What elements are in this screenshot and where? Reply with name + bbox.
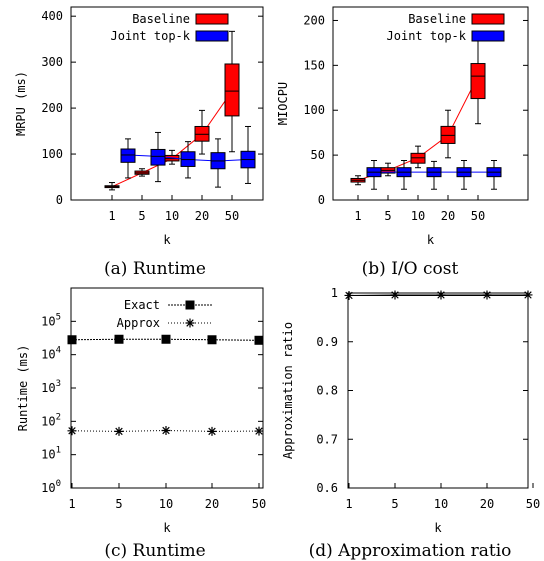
caption-d: (d) Approximation ratio [309, 541, 512, 561]
p3-series-point [390, 290, 400, 300]
p1-ylabel: MIOCPU [276, 82, 290, 125]
p0-legend-label: Joint top-k [111, 29, 191, 43]
p3-xtick-label: 10 [434, 497, 448, 511]
p0-legend-label: Baseline [132, 12, 190, 26]
p2-ytick-label: 100 [41, 479, 61, 495]
p1-xtick-label: 1 [354, 209, 361, 223]
p0-ytick-label: 100 [41, 147, 63, 161]
panel-c-runtime-line: 100 101 102 103 104 105 1 5 10 20 50 k Runtime (ms) E… [16, 287, 266, 535]
p2-approx-point [254, 426, 264, 436]
p0-joint-top-k-box [150, 148, 166, 166]
p3-xtick-label: 1 [345, 497, 352, 511]
p0-legend-swatch [195, 13, 229, 25]
p1-xtick-label: 20 [441, 209, 455, 223]
p0-xtick-label: 1 [108, 209, 115, 223]
p2-ytick-label: 104 [41, 346, 61, 362]
p2-approx-point [67, 426, 77, 436]
p1-legend-label: Baseline [408, 12, 466, 26]
p1-xtick-label: 10 [411, 209, 425, 223]
p1-xtick-label: 5 [384, 209, 391, 223]
p0-baseline-box [224, 63, 240, 117]
p0-ytick-label: 400 [41, 9, 63, 23]
p2-xtick-label: 1 [68, 497, 75, 511]
caption-c: (c) Runtime [104, 541, 205, 561]
p1-legend-swatch [471, 30, 505, 42]
p2-exact-point [67, 335, 77, 345]
p2-xtick-label: 10 [159, 497, 173, 511]
p1-xtick-label: 50 [471, 209, 485, 223]
p2-exact-point [207, 335, 217, 345]
p1-plot-frame [332, 6, 529, 201]
p3-ytick-label: 0.7 [316, 432, 338, 446]
p3-ytick-label: 0.6 [316, 481, 338, 495]
p0-xtick-label: 5 [138, 209, 145, 223]
p3-ytick-label: 1 [331, 286, 338, 300]
p0-xtick-label: 50 [225, 209, 239, 223]
p0-xlabel: k [163, 233, 171, 247]
p1-ytick-label: 200 [303, 13, 325, 27]
p2-ytick-label: 103 [41, 379, 61, 395]
p1-ytick-label: 50 [311, 148, 325, 162]
p0-ytick-label: 0 [56, 193, 63, 207]
p1-ytick-label: 100 [303, 103, 325, 117]
p3-series-point [436, 290, 446, 300]
p0-ylabel: MRPU (ms) [14, 71, 28, 136]
p3-series-point [523, 290, 533, 300]
p2-ytick-label: 101 [41, 446, 61, 462]
p3-series-point [482, 290, 492, 300]
panel-d-approximation-ratio-line: 0.6 0.7 0.8 0.9 1 1 5 10 20 50 k Approximation rati… [281, 286, 540, 535]
p3-ytick-label: 0.8 [316, 384, 338, 398]
panel-b-io-cost-boxplot: 0 50 100 150 200 1 5 10 20 50 k MIOCPU Baseline Joint… [276, 6, 529, 247]
p1-xlabel: k [427, 233, 435, 247]
p2-legend-label: Approx [117, 316, 160, 330]
p2-xtick-label: 50 [252, 497, 266, 511]
p2-exact-point [254, 335, 264, 345]
p3-xtick-label: 20 [480, 497, 494, 511]
p0-xtick-label: 20 [195, 209, 209, 223]
p2-xtick-label: 20 [205, 497, 219, 511]
panel-a-runtime-boxplot: 0 100 200 300 400 1 5 10 20 50 k MRPU (ms) Baseline J… [14, 6, 264, 247]
p1-ytick-label: 0 [318, 193, 325, 207]
p2-approx-point [161, 426, 171, 436]
p0-ytick-label: 200 [41, 101, 63, 115]
p1-legend-label: Joint top-k [387, 29, 467, 43]
p0-joint-top-k-box [120, 148, 136, 163]
p2-xtick-label: 5 [115, 497, 122, 511]
p2-ylabel: Runtime (ms) [16, 345, 30, 432]
p1-legend-swatch [471, 13, 505, 25]
p3-series-point [344, 290, 354, 300]
p0-plot-frame [70, 6, 264, 201]
p2-exact-point [161, 334, 171, 344]
p3-xtick-label: 50 [526, 497, 540, 511]
caption-a: (a) Runtime [104, 259, 206, 279]
p0-xtick-label: 10 [165, 209, 179, 223]
p2-approx-point [207, 426, 217, 436]
p1-baseline-box [470, 63, 486, 100]
p0-legend-swatch [195, 30, 229, 42]
p2-legend-marker [185, 300, 195, 310]
p2-legend-label: Exact [124, 298, 160, 312]
p3-xtick-label: 5 [391, 497, 398, 511]
p2-legend-marker [185, 318, 195, 328]
p3-ytick-label: 0.9 [316, 335, 338, 349]
p3-ylabel: Approximation ratio [281, 322, 295, 459]
p2-xlabel: k [163, 521, 171, 535]
caption-b: (b) I/O cost [362, 259, 459, 279]
p2-exact-point [114, 334, 124, 344]
p2-ytick-label: 102 [41, 412, 61, 428]
p2-plot-frame [70, 287, 264, 489]
p3-plot-frame [347, 292, 529, 489]
p0-ytick-label: 300 [41, 55, 63, 69]
p1-ytick-label: 150 [303, 58, 325, 72]
p2-ytick-label: 105 [41, 312, 61, 328]
p3-xlabel: k [434, 521, 442, 535]
p2-approx-point [114, 426, 124, 436]
